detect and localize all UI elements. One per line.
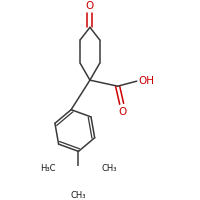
Text: H₃C: H₃C (40, 164, 55, 173)
Text: CH₃: CH₃ (102, 164, 117, 173)
Text: OH: OH (139, 76, 155, 86)
Text: O: O (86, 1, 94, 11)
Text: CH₃: CH₃ (71, 191, 86, 200)
Text: O: O (119, 107, 127, 117)
